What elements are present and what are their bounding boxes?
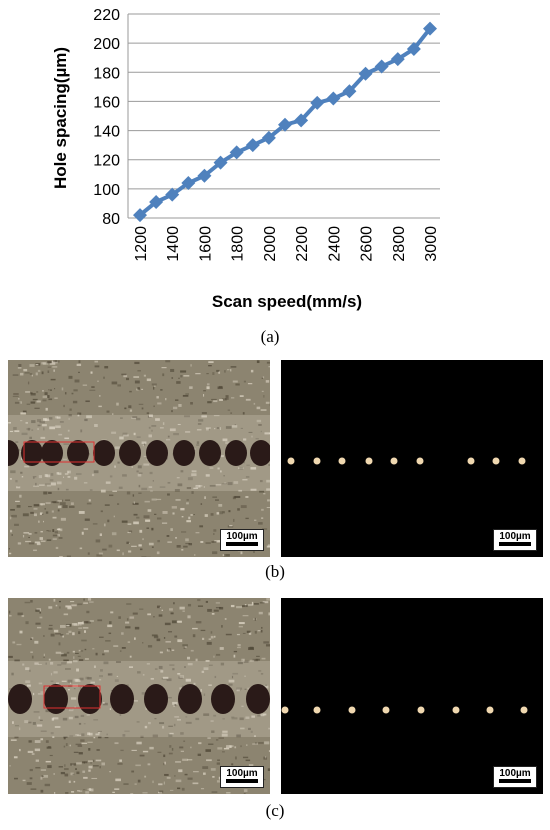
- light-spot: [348, 706, 356, 714]
- caption-a: (a): [260, 327, 280, 346]
- light-spot: [313, 457, 321, 465]
- light-spot: [452, 706, 460, 714]
- y-tick-label: 200: [93, 36, 120, 53]
- light-spot: [467, 457, 475, 465]
- x-tick-label: 1800: [230, 226, 247, 262]
- laser-hole: [67, 440, 89, 466]
- data-point: [326, 91, 341, 106]
- data-point: [261, 130, 276, 145]
- scale-bar-label: 100µm: [226, 531, 258, 542]
- x-tick-label: 2800: [391, 226, 408, 262]
- data-point: [342, 84, 357, 99]
- light-spot: [390, 457, 398, 465]
- laser-hole: [225, 440, 247, 466]
- light-spot: [486, 706, 494, 714]
- laser-hole: [246, 684, 270, 714]
- x-tick-label: 1600: [197, 226, 214, 262]
- x-tick-label: 1400: [165, 226, 182, 262]
- micrograph-b-left: 100µm: [8, 360, 270, 557]
- light-spot: [281, 706, 289, 714]
- laser-hole: [44, 684, 68, 714]
- data-point: [245, 138, 260, 153]
- data-point: [374, 59, 389, 74]
- light-spot: [313, 706, 321, 714]
- light-spot: [382, 706, 390, 714]
- scale-bar-label: 100µm: [499, 768, 531, 779]
- scale-bar-label: 100µm: [226, 768, 258, 779]
- caption-b: (b): [265, 562, 285, 581]
- light-spot: [287, 457, 295, 465]
- laser-hole: [110, 684, 134, 714]
- light-spot: [416, 457, 424, 465]
- y-tick-label: 220: [93, 7, 120, 24]
- data-point: [165, 187, 180, 202]
- laser-hole: [8, 440, 19, 466]
- light-spot: [338, 457, 346, 465]
- data-point: [229, 145, 244, 160]
- x-tick-label: 2200: [294, 226, 311, 262]
- measure-box: [43, 685, 101, 709]
- scale-bar: 100µm: [220, 766, 264, 788]
- laser-hole: [78, 684, 102, 714]
- laser-hole: [199, 440, 221, 466]
- x-tick-label: 3000: [423, 226, 440, 262]
- x-tick-label: 2400: [326, 226, 343, 262]
- data-point: [294, 113, 309, 128]
- measure-box: [23, 441, 95, 463]
- laser-hole: [173, 440, 195, 466]
- y-tick-label: 140: [93, 124, 120, 141]
- data-point: [358, 66, 373, 81]
- micrograph-c-left: 100µm: [8, 598, 270, 794]
- laser-hole: [144, 684, 168, 714]
- data-point: [310, 95, 325, 110]
- y-tick-label: 120: [93, 153, 120, 170]
- x-tick-label: 1200: [133, 226, 150, 262]
- x-tick-label: 2600: [359, 226, 376, 262]
- caption-c: (c): [265, 801, 285, 820]
- data-point: [197, 168, 212, 183]
- light-spot: [520, 706, 528, 714]
- laser-hole: [119, 440, 141, 466]
- line-chart: 80 100 120 140 160 180 200 220 1200 1400 1600 1800…: [51, 7, 440, 311]
- y-tick-label: 180: [93, 65, 120, 82]
- light-spot: [417, 706, 425, 714]
- data-point: [390, 52, 405, 67]
- data-point: [406, 41, 421, 56]
- x-tick-label: 2000: [262, 226, 279, 262]
- data-markers: [133, 21, 437, 223]
- data-point: [213, 155, 228, 170]
- light-spot: [518, 457, 526, 465]
- laser-hole: [21, 440, 43, 466]
- darkfield-c-right: 100µm: [281, 598, 543, 794]
- laser-hole: [211, 684, 235, 714]
- laser-hole: [41, 440, 63, 466]
- laser-hole: [8, 684, 32, 714]
- y-tick-labels: 80 100 120 140 160 180 200 220: [93, 7, 120, 228]
- laser-hole: [178, 684, 202, 714]
- data-point: [423, 21, 437, 36]
- scale-bar: 100µm: [493, 529, 537, 551]
- scale-bar: 100µm: [493, 766, 537, 788]
- darkfield-b-right: 100µm: [281, 360, 543, 557]
- data-point: [181, 176, 196, 191]
- light-spot: [492, 457, 500, 465]
- scale-bar: 100µm: [220, 529, 264, 551]
- y-tick-label: 80: [102, 211, 120, 228]
- y-axis-label: Hole spacing(µm): [51, 47, 70, 189]
- laser-hole: [146, 440, 168, 466]
- data-point: [278, 117, 292, 132]
- scale-bar-label: 100µm: [499, 531, 531, 542]
- data-point: [149, 194, 164, 209]
- y-tick-label: 160: [93, 94, 120, 111]
- light-spot: [365, 457, 373, 465]
- x-tick-labels: 1200 1400 1600 1800 2000 2200 2400 2600 2800 3000: [133, 226, 440, 262]
- laser-hole: [93, 440, 115, 466]
- chart-grid: [127, 13, 440, 219]
- x-axis-label: Scan speed(mm/s): [212, 292, 362, 311]
- laser-hole: [250, 440, 270, 466]
- data-point: [133, 208, 147, 223]
- y-tick-label: 100: [93, 182, 120, 199]
